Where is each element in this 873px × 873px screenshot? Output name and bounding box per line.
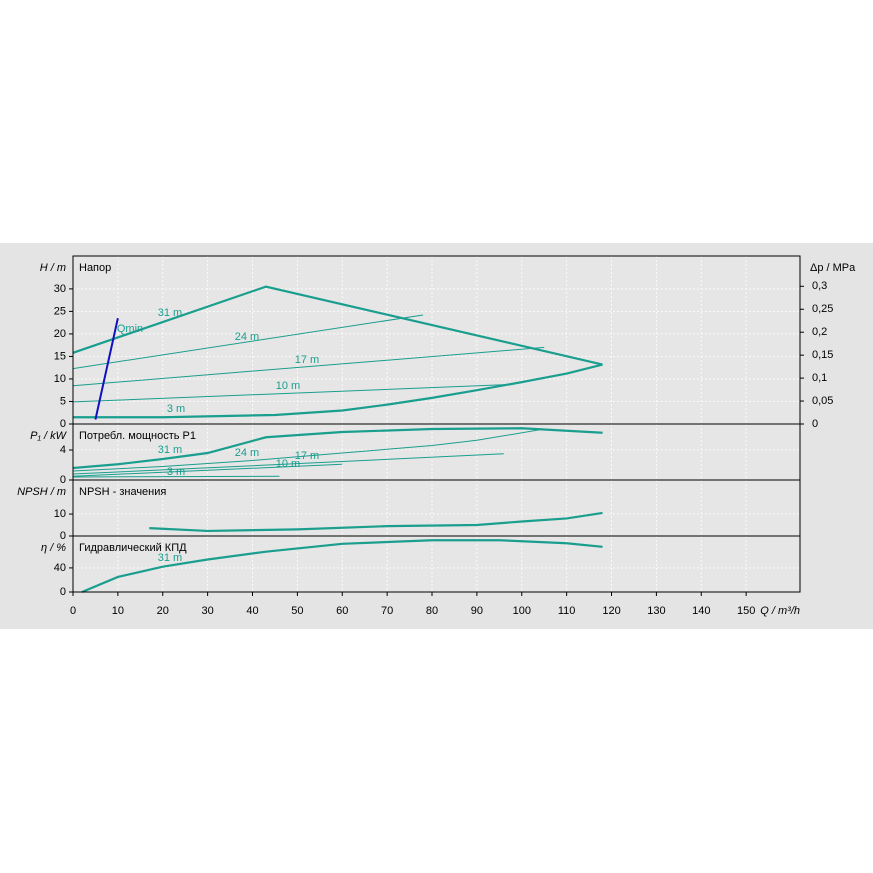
y2-tick-label: 0,1: [812, 372, 827, 384]
x-tick-label: 0: [70, 605, 76, 617]
x-tick-label: 70: [381, 605, 393, 617]
curve: [72, 429, 540, 472]
y2-tick-label: 0,15: [812, 349, 833, 361]
y-tick-label: 0: [60, 418, 66, 430]
y-tick-label: 40: [54, 562, 66, 574]
y-tick-label: 5: [60, 395, 66, 407]
x-tick-label: 40: [246, 605, 258, 617]
x-tick-label: 20: [157, 605, 169, 617]
curve: [72, 475, 280, 478]
y2-tick-label: 0,2: [812, 326, 827, 338]
curve-label: 3 m: [167, 466, 185, 478]
x-tick-label: 120: [602, 605, 620, 617]
plot-area: [73, 536, 800, 592]
curve: [72, 383, 513, 403]
y-axis-label: P₁ / kW: [30, 430, 67, 442]
y-tick-label: 4: [60, 444, 66, 456]
curve-label: 3 m: [167, 403, 185, 415]
x-tick-label: 110: [558, 605, 576, 617]
y-axis-label: NPSH / m: [17, 486, 66, 498]
curve-label: 10 m: [276, 380, 300, 392]
y2-tick-label: 0: [812, 418, 818, 430]
panel-title: Гидравлический КПД: [79, 542, 187, 554]
x-tick-label: 140: [692, 605, 710, 617]
y-tick-label: 0: [60, 586, 66, 598]
curve: [72, 453, 504, 475]
y-tick-label: 10: [54, 508, 66, 520]
y-tick-label: 20: [54, 328, 66, 340]
y2-tick-label: 0,05: [812, 395, 833, 407]
curve-label: 24 m: [235, 447, 259, 459]
y-tick-label: 10: [54, 373, 66, 385]
y-tick-label: 30: [54, 283, 66, 295]
x-tick-label: 130: [647, 605, 665, 617]
plot-area: [73, 256, 800, 424]
curve: [72, 463, 343, 477]
curve-label: 17 m: [295, 450, 319, 462]
y2-axis-label: Δp / MPa: [810, 262, 856, 274]
y2-tick-label: 0,3: [812, 280, 827, 292]
y-tick-label: 15: [54, 350, 66, 362]
y-axis-label: H / m: [40, 262, 66, 274]
curve-label: 31 m: [158, 307, 182, 319]
curve: [72, 285, 603, 366]
y-axis-label: η / %: [41, 542, 66, 554]
curve-label: Qmin: [117, 323, 143, 335]
curve-label: 31 m: [158, 444, 182, 456]
y-tick-label: 0: [60, 530, 66, 542]
x-axis-label: Q / m³/h: [760, 605, 800, 617]
curve: [72, 314, 424, 370]
curve: [94, 317, 119, 420]
y2-tick-label: 0,25: [812, 303, 833, 315]
x-tick-label: 10: [112, 605, 124, 617]
x-tick-label: 90: [471, 605, 483, 617]
panel-title: NPSH - значения: [79, 486, 166, 498]
x-tick-label: 30: [202, 605, 214, 617]
curve-label: 17 m: [295, 354, 319, 366]
x-tick-label: 50: [291, 605, 303, 617]
curve: [149, 511, 603, 533]
curve-label: 10 m: [276, 458, 300, 470]
curve-label: 24 m: [235, 331, 259, 343]
panel-title: Напор: [79, 262, 111, 274]
x-tick-label: 80: [426, 605, 438, 617]
curve-label: 31 m: [158, 552, 182, 564]
curve: [72, 427, 603, 470]
plot-frame: [72, 535, 801, 593]
y-tick-label: 25: [54, 305, 66, 317]
plot-area: [73, 480, 800, 536]
panel-title: Потребл. мощность P1: [79, 430, 196, 442]
x-tick-label: 100: [513, 605, 531, 617]
curve: [81, 539, 603, 594]
curve: [73, 363, 603, 419]
x-tick-label: 60: [336, 605, 348, 617]
y-tick-label: 0: [60, 474, 66, 486]
curve: [72, 346, 545, 387]
x-tick-label: 150: [737, 605, 755, 617]
